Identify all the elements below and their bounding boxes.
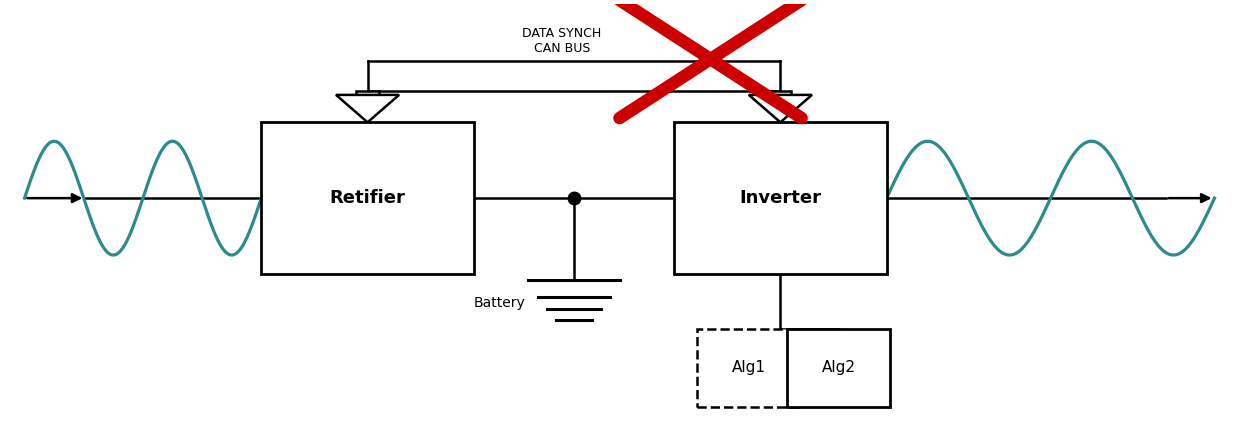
Polygon shape: [769, 91, 792, 95]
Bar: [787, 329, 891, 407]
Bar: [674, 122, 887, 274]
Polygon shape: [357, 91, 379, 95]
Text: CAN BUS: CAN BUS: [534, 42, 590, 55]
Bar: [261, 122, 473, 274]
Text: Alg1: Alg1: [732, 360, 766, 375]
Text: Battery: Battery: [473, 296, 525, 310]
Text: Retifier: Retifier: [330, 189, 405, 207]
Polygon shape: [748, 95, 812, 122]
Text: Alg2: Alg2: [821, 360, 856, 375]
Bar: [698, 329, 800, 407]
Text: Inverter: Inverter: [740, 189, 821, 207]
Polygon shape: [336, 95, 399, 122]
Text: DATA SYNCH: DATA SYNCH: [522, 27, 601, 40]
